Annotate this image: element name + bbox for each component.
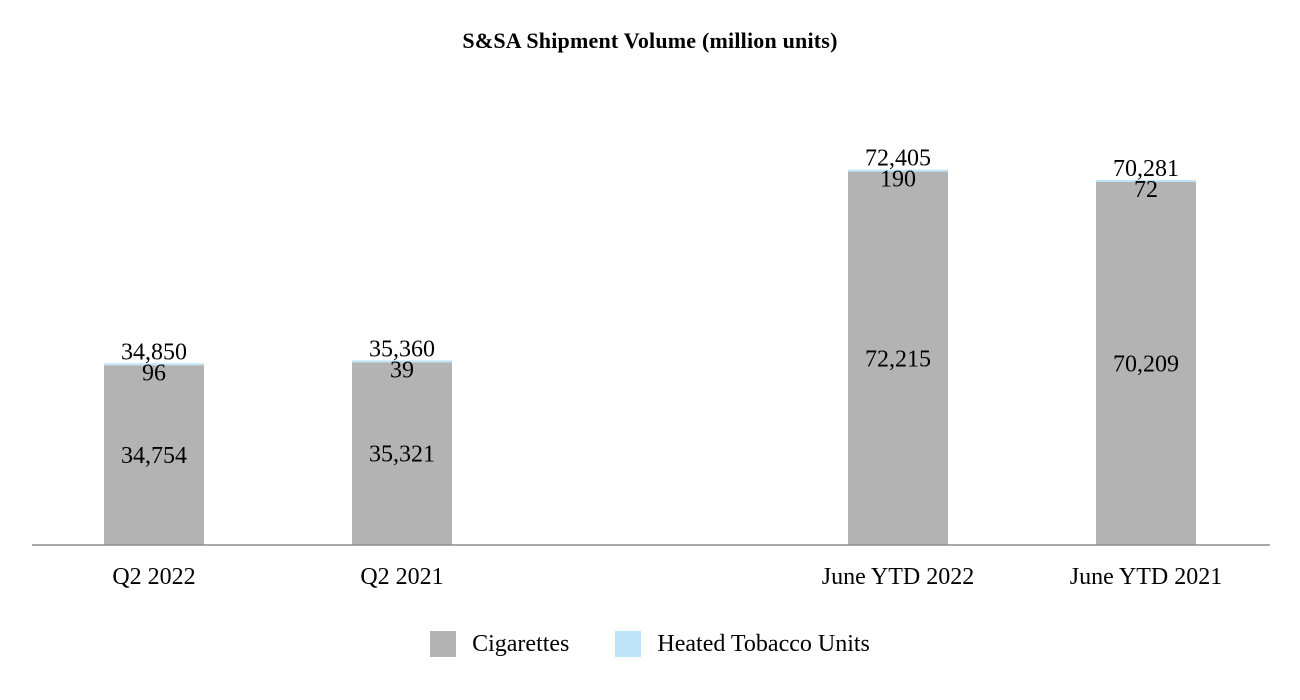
data-label-total-june-ytd-2022: 72,405 — [865, 146, 931, 172]
legend-swatch-cigarettes — [430, 631, 457, 657]
bar-cigarettes-june-ytd-2021 — [1096, 181, 1196, 546]
legend-swatch-heated-tobacco-units — [615, 631, 642, 657]
legend: Cigarettes Heated Tobacco Units — [0, 626, 1300, 662]
legend-label-heated-tobacco-units: Heated Tobacco Units — [657, 630, 870, 657]
x-tick-label-q2-2022: Q2 2022 — [112, 564, 195, 590]
bars-group — [104, 169, 1196, 546]
data-label-heated-tobacco-units-q2-2022: 96 — [142, 360, 166, 386]
data-label-heated-tobacco-units-q2-2021: 39 — [390, 357, 414, 383]
x-tick-label-june-ytd-2022: June YTD 2022 — [822, 564, 974, 590]
data-label-total-june-ytd-2021: 70,281 — [1113, 156, 1179, 182]
data-label-cigarettes-june-ytd-2022: 72,215 — [865, 346, 931, 372]
bar-cigarettes-q2-2021 — [352, 362, 452, 545]
data-label-total-q2-2021: 35,360 — [369, 336, 435, 362]
bar-heated-tobacco-units-june-ytd-2021 — [1096, 179, 1196, 182]
legend-item-cigarettes: Cigarettes — [430, 631, 569, 658]
x-tick-label-june-ytd-2021: June YTD 2021 — [1070, 564, 1222, 590]
bar-heated-tobacco-units-june-ytd-2022 — [848, 169, 948, 172]
data-label-cigarettes-june-ytd-2021: 70,209 — [1113, 351, 1179, 377]
data-label-total-q2-2022: 34,850 — [121, 339, 187, 365]
chart-title: S&SA Shipment Volume (million units) — [462, 28, 838, 53]
legend-label-cigarettes: Cigarettes — [472, 630, 570, 657]
bar-heated-tobacco-units-q2-2021 — [352, 360, 452, 363]
data-label-cigarettes-q2-2021: 35,321 — [369, 442, 435, 468]
bar-cigarettes-q2-2022 — [104, 365, 204, 545]
data-label-heated-tobacco-units-june-ytd-2022: 190 — [880, 167, 916, 193]
data-label-heated-tobacco-units-june-ytd-2021: 72 — [1134, 177, 1158, 203]
x-tick-label-q2-2021: Q2 2021 — [360, 564, 443, 590]
bar-heated-tobacco-units-q2-2022 — [104, 363, 204, 366]
bar-cigarettes-june-ytd-2022 — [848, 171, 948, 545]
legend-item-heated-tobacco-units: Heated Tobacco Units — [615, 630, 870, 658]
data-label-cigarettes-q2-2022: 34,754 — [121, 443, 187, 469]
